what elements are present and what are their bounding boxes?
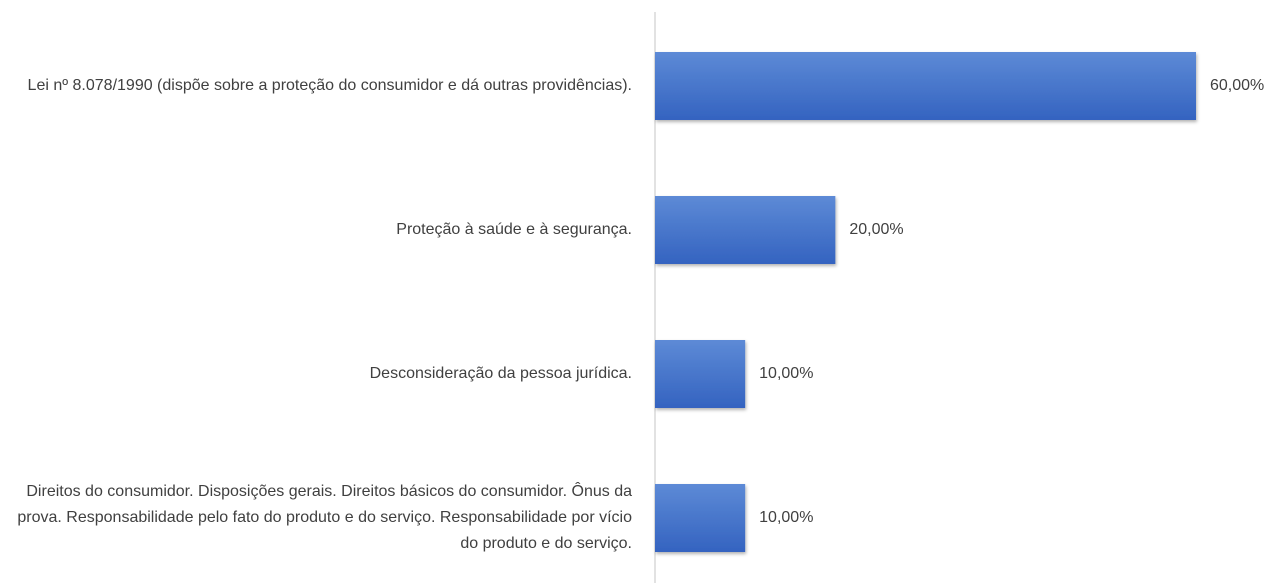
category-label: Direitos do consumidor. Disposições gera… [17, 483, 632, 552]
category-label: Proteção à saúde e à segurança. [396, 221, 632, 238]
bar [655, 340, 746, 408]
category-label: Desconsideração da pessoa jurídica. [369, 365, 632, 382]
bar [655, 52, 1196, 120]
bar [655, 484, 746, 552]
category-label: Lei nº 8.078/1990 (dispõe sobre a proteç… [27, 77, 632, 94]
bar [655, 196, 836, 264]
data-label: 60,00% [1210, 77, 1264, 94]
data-label: 10,00% [759, 509, 813, 526]
data-label: 10,00% [759, 365, 813, 382]
data-label: 20,00% [849, 221, 903, 238]
